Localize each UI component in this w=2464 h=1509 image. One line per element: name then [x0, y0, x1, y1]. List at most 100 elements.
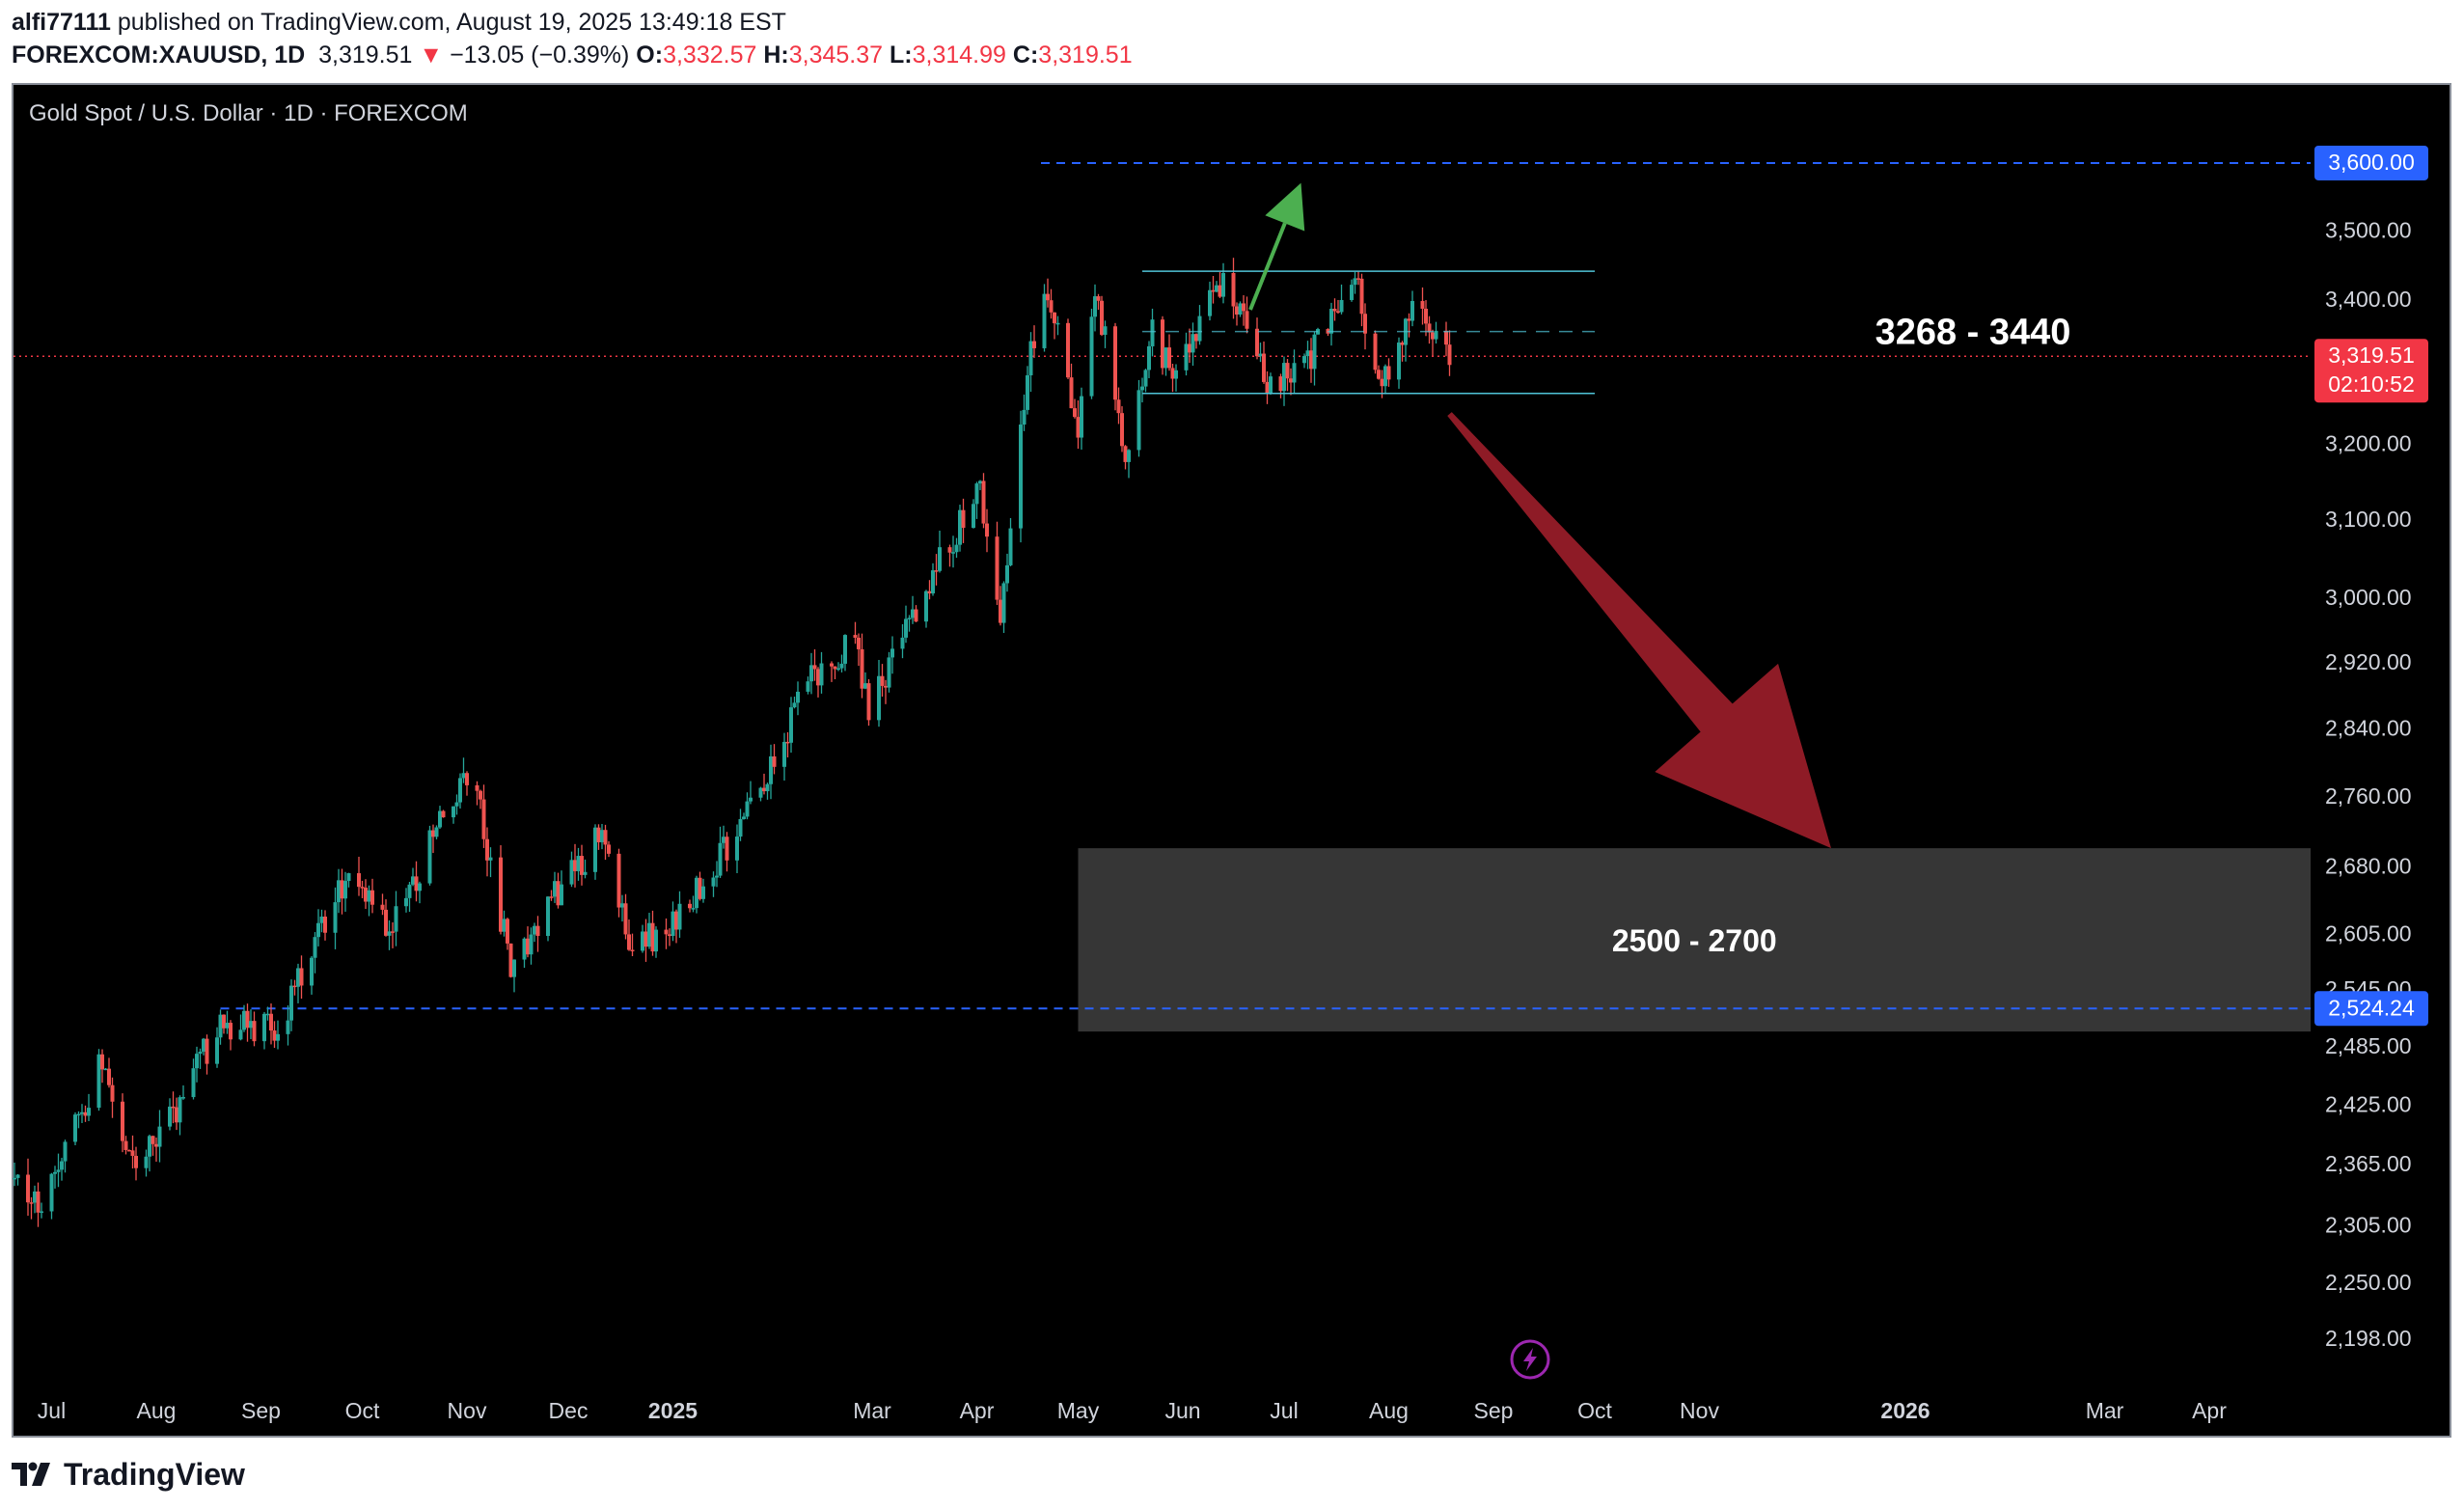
candle-body: [836, 668, 840, 671]
candle: [535, 916, 540, 952]
candle: [370, 878, 374, 914]
author-name[interactable]: alfi77111: [12, 9, 111, 36]
y-tick-label: 3,200.00: [2325, 431, 2412, 456]
candle: [549, 890, 554, 901]
up-arrow-shaft: [1248, 222, 1287, 311]
candle-body: [958, 509, 962, 545]
candle: [29, 1196, 34, 1220]
candle-body: [573, 860, 577, 871]
candle-body: [1242, 303, 1246, 312]
candle-body: [616, 853, 621, 908]
candle: [1410, 290, 1414, 327]
candle: [1289, 368, 1293, 396]
candle-body: [1218, 285, 1222, 297]
chart-frame[interactable]: [12, 83, 2451, 1438]
candle-body: [1049, 300, 1054, 313]
candle: [488, 847, 493, 878]
candle: [60, 1157, 64, 1181]
candle: [1008, 518, 1013, 566]
candle: [107, 1057, 111, 1088]
candle-body: [1292, 363, 1297, 383]
candle-body: [292, 985, 297, 988]
candle-body: [1305, 350, 1310, 357]
candle: [380, 893, 385, 916]
candle: [1089, 308, 1094, 399]
candle: [1170, 363, 1175, 393]
candle: [1238, 301, 1243, 317]
x-tick-label: May: [1057, 1398, 1100, 1423]
candle-body: [974, 483, 979, 505]
candle: [1042, 284, 1047, 352]
candle: [1046, 278, 1050, 308]
candle-body: [691, 908, 696, 910]
candle: [857, 633, 861, 667]
x-tick-label: Nov: [448, 1398, 487, 1423]
candle: [860, 633, 864, 699]
candle-body: [1191, 334, 1195, 353]
candle: [664, 918, 669, 949]
candle: [884, 679, 888, 704]
candle: [593, 824, 597, 880]
candle-body: [954, 544, 959, 553]
candle-body: [627, 934, 631, 950]
candle: [56, 1153, 61, 1188]
candle-body: [488, 857, 493, 861]
last-price-badge: 3,319.51 02:10:52: [2314, 339, 2428, 403]
lightning-icon[interactable]: [1510, 1339, 1550, 1380]
candle-body: [1100, 300, 1104, 335]
candle-body: [26, 1174, 30, 1203]
candle-body: [1238, 303, 1243, 315]
candle-body: [1184, 343, 1189, 370]
candle-body: [1026, 374, 1029, 410]
candle: [1100, 295, 1104, 337]
candle-body: [762, 787, 766, 792]
target-zone: [1078, 848, 2311, 1032]
candle: [1221, 262, 1225, 304]
candle: [1026, 366, 1029, 415]
candle: [1312, 331, 1317, 386]
candle-body: [630, 949, 635, 951]
candle: [144, 1149, 149, 1177]
last-price-badge-text: 02:10:52: [2328, 371, 2415, 397]
candle: [454, 794, 459, 815]
candle: [269, 1003, 273, 1045]
tradingview-brand[interactable]: TradingView: [64, 1456, 245, 1492]
candle: [961, 498, 966, 543]
candle: [972, 499, 975, 529]
candle-body: [195, 1054, 199, 1069]
candle: [292, 979, 297, 996]
candle: [924, 590, 928, 628]
tradingview-logo-icon: [12, 1462, 50, 1486]
candle-body: [1080, 396, 1083, 438]
candle-body: [1410, 300, 1414, 321]
candle: [830, 661, 834, 682]
candle: [333, 887, 338, 949]
candle: [121, 1093, 124, 1153]
candle: [833, 666, 837, 680]
candle: [866, 678, 871, 727]
candle-body: [96, 1054, 101, 1109]
candle-body: [49, 1173, 54, 1212]
candle: [404, 888, 408, 913]
candle: [1350, 279, 1354, 302]
candle: [205, 1034, 209, 1075]
candle: [677, 891, 682, 938]
y-tick-label: 2,485.00: [2325, 1033, 2412, 1058]
candle: [465, 771, 469, 796]
candle-body: [252, 1021, 257, 1042]
candle-body: [938, 547, 942, 571]
candle-body: [1285, 363, 1290, 379]
candle-body: [961, 509, 966, 529]
candle: [323, 910, 327, 941]
candle-body: [337, 880, 341, 903]
candle: [343, 871, 347, 912]
candle: [364, 879, 368, 910]
candle: [198, 1048, 203, 1069]
candle-body: [1208, 289, 1212, 316]
candle-body: [63, 1141, 68, 1162]
candle: [1096, 293, 1101, 311]
publish-line: alfi77111 published on TradingView.com, …: [12, 6, 1133, 39]
candle: [458, 773, 462, 809]
x-tick-label: Apr: [2192, 1398, 2227, 1423]
